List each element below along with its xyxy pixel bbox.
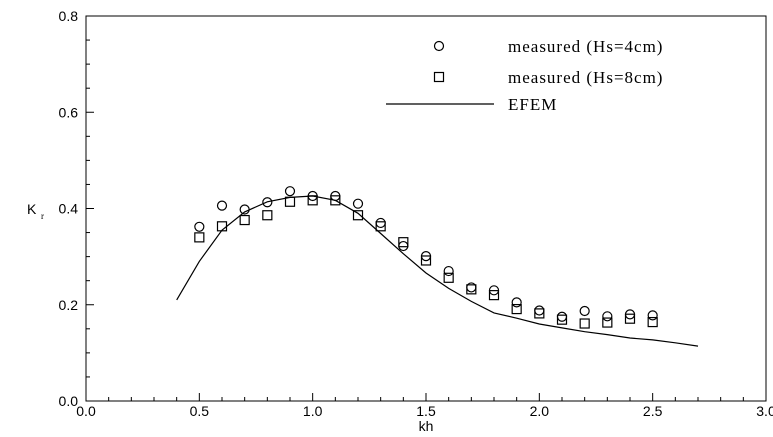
- point-hs4: [647, 310, 658, 321]
- x-axis-label: kh: [419, 418, 434, 434]
- series-measured-hs4: [194, 186, 658, 322]
- point-hs8: [624, 313, 636, 324]
- point-hs8: [579, 318, 590, 329]
- y-axis-label-subscript: r: [41, 211, 44, 221]
- point-hs8: [307, 195, 318, 206]
- legend-label-efem: EFEM: [508, 95, 557, 114]
- point-hs8: [420, 255, 432, 266]
- point-hs4: [511, 297, 522, 308]
- point-hs4: [398, 240, 409, 252]
- series-efem: [176, 195, 699, 347]
- point-hs4: [284, 186, 296, 197]
- legend-label-hs4: measured (Hs=4cm): [508, 37, 663, 56]
- efem-line: [176, 195, 699, 347]
- x-tick-label: 1.5: [416, 403, 436, 419]
- x-tick-label: 1.0: [303, 403, 323, 419]
- legend-circle-marker: [433, 40, 445, 52]
- point-hs8: [511, 303, 522, 315]
- point-hs4: [239, 204, 250, 215]
- point-hs8: [398, 237, 409, 248]
- point-hs8: [284, 196, 296, 207]
- point-hs4: [579, 305, 590, 317]
- point-hs8: [443, 272, 454, 283]
- y-axis-ticks: 0.0 0.2 0.4 0.6 0.8: [59, 8, 94, 409]
- y-tick-label: 0.4: [59, 201, 79, 217]
- x-tick-label: 2.0: [530, 403, 550, 419]
- point-hs8: [352, 210, 364, 221]
- point-hs8: [375, 221, 386, 232]
- y-axis-label-group: K r: [27, 201, 44, 221]
- legend-label-hs8: measured (Hs=8cm): [508, 68, 663, 87]
- point-hs8: [556, 314, 568, 325]
- point-hs8: [602, 317, 613, 328]
- point-hs8: [466, 284, 477, 295]
- point-hs8: [194, 232, 205, 243]
- legend-square-marker: [433, 71, 445, 83]
- point-hs8: [647, 316, 658, 328]
- legend: measured (Hs=4cm) measured (Hs=8cm) EFEM: [386, 37, 663, 114]
- x-tick-label: 0.0: [76, 403, 96, 419]
- point-hs4: [216, 200, 228, 211]
- point-hs4: [352, 198, 364, 209]
- point-hs8: [330, 195, 341, 206]
- point-hs8: [488, 290, 500, 301]
- x-axis-ticks: 0.0 0.5 1.0 1.5 2.0 2.5 3.0: [76, 393, 773, 419]
- point-hs4: [194, 221, 205, 232]
- y-tick-label: 0.8: [59, 8, 79, 24]
- point-hs8: [534, 308, 545, 319]
- x-tick-label: 2.5: [643, 403, 663, 419]
- point-hs8: [262, 210, 273, 221]
- point-hs4: [602, 311, 613, 322]
- y-tick-label: 0.2: [59, 297, 79, 313]
- y-tick-label: 0.6: [59, 104, 79, 120]
- point-hs4: [556, 311, 568, 322]
- series-measured-hs8: [194, 195, 658, 329]
- point-hs8: [216, 221, 228, 232]
- y-axis-label: K: [27, 201, 37, 217]
- x-tick-label: 3.0: [756, 403, 773, 419]
- x-tick-label: 0.5: [190, 403, 210, 419]
- plot-frame: [85, 15, 767, 402]
- y-tick-label: 0.0: [59, 393, 79, 409]
- point-hs4: [262, 197, 273, 208]
- point-hs8: [239, 214, 250, 226]
- point-hs4: [375, 217, 386, 229]
- point-hs4: [534, 305, 545, 316]
- point-hs4: [443, 265, 454, 277]
